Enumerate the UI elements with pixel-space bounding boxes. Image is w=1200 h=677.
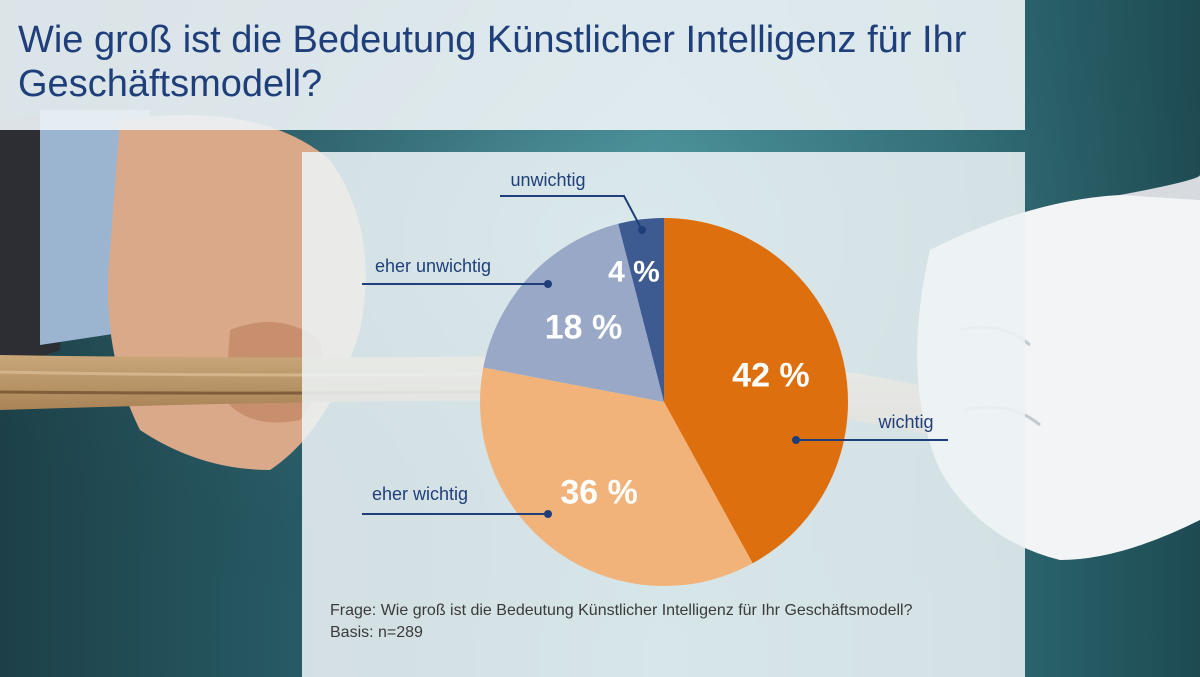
value-label-eher-wichtig: 36 % [560,473,638,511]
leader-dot-wichtig [792,436,800,444]
value-label-unwichtig: 4 % [608,256,660,289]
value-label-wichtig: 42 % [732,357,810,395]
leader-dot-unwichtig [638,226,646,234]
leader-line-unwichtig [500,195,643,231]
value-label-eher-unwichtig: 18 % [545,308,623,346]
footnote-question: Frage: Wie groß ist die Bedeutung Künstl… [330,602,913,619]
pie-slice-eher-wichtig [480,367,753,586]
category-label-eher-unwichtig: eher unwichtig [375,256,491,276]
category-label-wichtig: wichtig [877,412,933,432]
category-label-eher-wichtig: eher wichtig [372,484,468,504]
pie-slice-unwichtig [618,218,664,402]
pie-slice-wichtig [664,218,849,564]
leader-dot-eher-wichtig [544,510,552,518]
pie-slice-eher-unwichtig [483,223,664,402]
footnote-basis: Basis: n=289 [330,624,423,641]
chart-footnote: Frage: Wie groß ist die Bedeutung Künstl… [330,600,1010,644]
title-panel: Wie groß ist die Bedeutung Künstlicher I… [0,0,1025,130]
page-title: Wie groß ist die Bedeutung Künstlicher I… [18,19,967,105]
category-label-unwichtig: unwichtig [510,170,585,190]
leader-dot-eher-unwichtig [544,280,552,288]
